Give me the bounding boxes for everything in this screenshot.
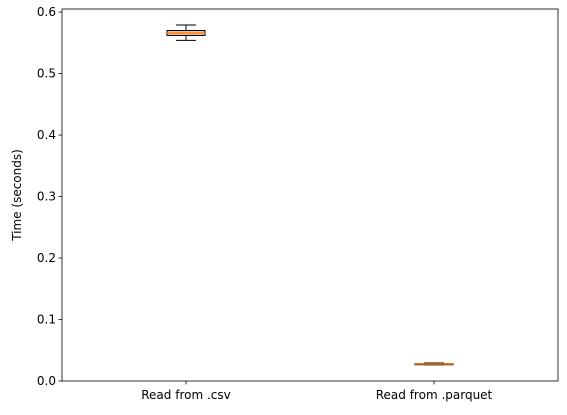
y-tick-label: 0.1 <box>37 313 56 327</box>
y-tick-label: 0.3 <box>37 190 56 204</box>
plot-frame <box>61 8 559 382</box>
x-axis: Read from .csv Read from .parquet <box>141 381 493 402</box>
y-tick-label: 0.4 <box>37 128 56 142</box>
box-1 <box>166 24 206 41</box>
x-tick-label: Read from .csv <box>141 388 230 402</box>
plot-area <box>61 8 559 382</box>
y-tick-label: 0.0 <box>37 374 56 388</box>
boxes <box>166 24 454 366</box>
x-tick-label: Read from .parquet <box>376 388 493 402</box>
box-2 <box>414 362 454 366</box>
y-tick-label: 0.5 <box>37 67 56 81</box>
y-axis-label: Time (seconds) <box>10 149 24 242</box>
y-tick-label: 0.2 <box>37 251 56 265</box>
y-axis: 0.0 0.1 0.2 0.3 0.4 0.5 0.6 <box>37 5 62 388</box>
y-tick-label: 0.6 <box>37 5 56 19</box>
